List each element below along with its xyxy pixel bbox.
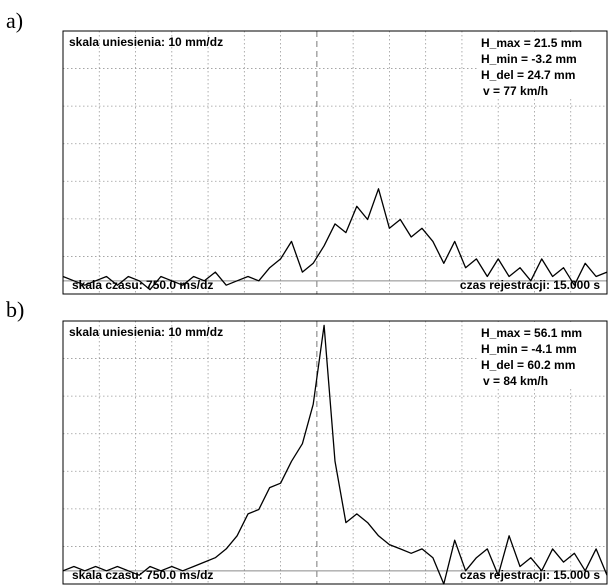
panel-a-stat-3: v = 77 km/h [483,84,548,98]
panel-b-stat-0: H_max = 56.1 mm [481,326,582,340]
chart-panel-b: skala uniesienia: 10 mm/dz skala czasu: 7… [62,320,608,585]
panel-a-stats-box [478,32,606,98]
panel-label-b: b) [6,297,25,322]
panel-a-stat-2: H_del = 24.7 mm [481,68,575,82]
panel-a-signal-trace [62,188,608,291]
panel-a-stat-1: H_min = -3.2 mm [481,52,577,66]
panel-b-recording-time-label: czas rejestracji: 15.000 s [460,568,600,582]
panel-a-scale-label: skala uniesienia: 10 mm/dz [69,35,223,49]
panel-a-recording-time-label: czas rejestracji: 15.000 s [460,278,600,292]
panel-label-a: a) [6,8,24,33]
panel-b-stat-1: H_min = -4.1 mm [481,342,577,356]
chart-panel-a: skala uniesienia: 10 mm/dz skala czasu: 7… [62,30,608,295]
panel-b-signal-trace [62,324,608,585]
panel-b-time-scale-label: skala czasu: 750.0 ms/dz [72,568,213,582]
panel-b-scale-label: skala uniesienia: 10 mm/dz [69,325,223,339]
panel-b-frame [62,320,608,585]
panel-b-stats-box [478,322,606,388]
panel-b-stat-3: v = 84 km/h [483,374,548,388]
panel-a-stat-0: H_max = 21.5 mm [481,36,582,50]
panel-b-stat-2: H_del = 60.2 mm [481,358,575,372]
panel-a-frame [62,30,608,295]
panel-a-time-scale-label: skala czasu: 750.0 ms/dz [72,278,213,292]
